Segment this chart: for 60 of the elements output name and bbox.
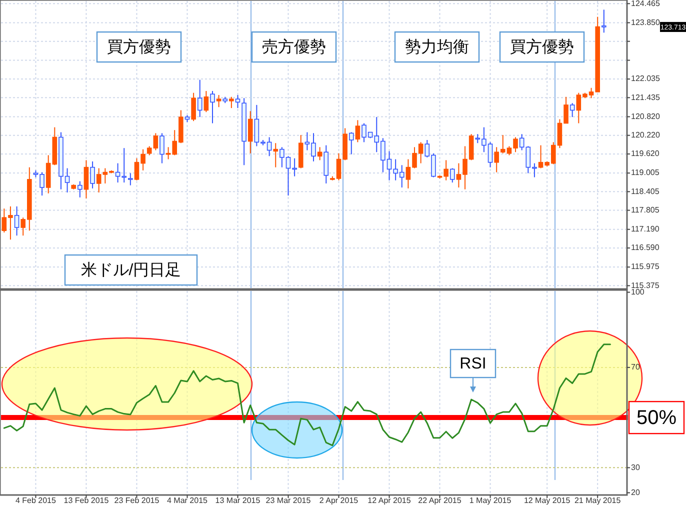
annotation: 買方優勢: [510, 38, 574, 56]
y-tick-label: 70: [631, 362, 640, 372]
candlestick: [450, 168, 455, 184]
y-tick-label: 20: [631, 488, 640, 497]
x-tick-label: 12 May 2015: [524, 496, 571, 505]
candlestick: [348, 132, 354, 155]
ref-line-label: 50%: [636, 406, 677, 429]
annotation: 売方優勢: [262, 38, 326, 56]
candlestick: [570, 102, 575, 118]
annotation: 買方優勢: [107, 38, 171, 56]
y-tick-label: 121.435: [631, 92, 660, 102]
candlestick: [317, 146, 322, 161]
candlestick: [14, 206, 20, 236]
y-tick-label: 117.805: [631, 205, 660, 214]
y-tick-label: 115.375: [631, 280, 660, 290]
candlestick: [210, 90, 215, 124]
x-tick-label: 22 Apr 2015: [418, 496, 462, 505]
x-tick-label: 23 Mar 2015: [266, 496, 312, 505]
candlestick: [78, 180, 82, 198]
candlestick: [204, 90, 209, 113]
x-tick-label: 23 Feb 2015: [114, 496, 160, 505]
annotation: 勢力均衡: [405, 38, 469, 56]
candlestick: [324, 144, 329, 184]
candlestick: [128, 172, 133, 186]
x-tick-label: 4 Feb 2015: [15, 496, 57, 505]
y-tick-label: 123.850: [631, 18, 660, 27]
candlestick: [355, 120, 360, 143]
y-tick-label: 120.820: [631, 112, 660, 121]
y-tick-label: 119.005: [631, 168, 660, 178]
candlestick: [602, 9, 606, 34]
x-tick-label: 13 Feb 2015: [64, 496, 110, 505]
candlestick: [160, 132, 164, 164]
y-tick-label: 118.405: [631, 186, 660, 196]
y-tick-label: 122.035: [631, 74, 660, 84]
y-tick-label: 30: [631, 462, 640, 472]
x-tick-label: 12 Apr 2015: [368, 496, 412, 505]
candlestick: [229, 96, 234, 109]
candlestick: [273, 142, 278, 168]
x-tick-label: 13 Mar 2015: [215, 496, 261, 505]
candlestick: [191, 92, 196, 122]
candlestick: [197, 79, 202, 118]
x-tick-label: 2 Apr 2015: [319, 496, 359, 505]
candlestick: [90, 160, 95, 189]
line-series: [3, 344, 611, 446]
x-tick-label: 1 May 2015: [469, 496, 512, 505]
candlestick: [216, 94, 222, 108]
y-tick-label: 116.590: [631, 243, 660, 252]
x-tick-label: 4 Mar 2015: [167, 496, 208, 505]
x-tick-label: 21 May 2015: [574, 496, 622, 505]
y-tick-label: 100: [631, 287, 645, 296]
y-tick-label: 124.465: [631, 0, 660, 8]
annotation: RSI: [460, 356, 486, 373]
annotation: 米ドル/円日足: [80, 261, 182, 280]
y-tick-label: 115.975: [631, 262, 660, 272]
candlestick: [84, 160, 89, 199]
candlestick: [235, 94, 240, 109]
y-tick-label: 120.220: [631, 130, 660, 140]
y-tick-label: 117.190: [631, 224, 660, 234]
y-tick-label: 119.620: [631, 149, 660, 158]
candlestick: [248, 110, 253, 154]
